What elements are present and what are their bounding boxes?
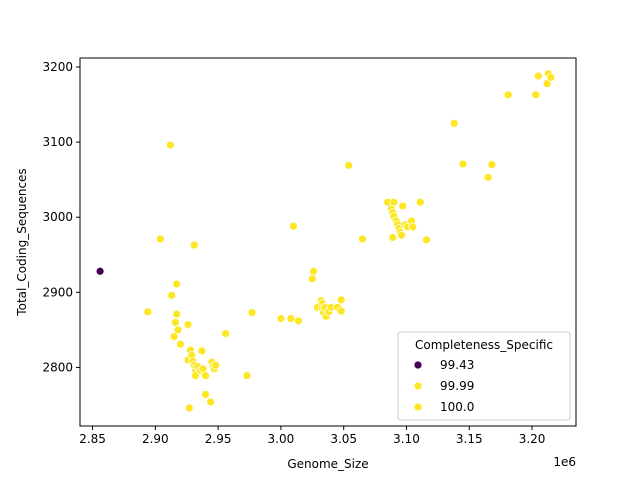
x-axis-label: Genome_Size [287, 457, 368, 471]
y-tick-label: 2900 [42, 285, 73, 299]
x-tick-label: 2.85 [79, 432, 106, 446]
legend-marker [413, 381, 423, 391]
data-point [388, 233, 398, 242]
data-point [189, 240, 199, 250]
data-point [487, 160, 497, 170]
data-point [286, 314, 296, 323]
x-axis-offset-label: 1e6 [553, 455, 576, 469]
y-tick-label: 3000 [42, 210, 73, 224]
data-point [307, 274, 317, 284]
data-points [95, 69, 556, 413]
legend-title: Completeness_Specific [415, 338, 553, 352]
y-tick-label: 2800 [42, 360, 73, 374]
x-tick-label: 3.10 [393, 432, 420, 446]
legend-marker [413, 360, 423, 370]
x-tick-label: 2.95 [205, 432, 232, 446]
data-point [143, 307, 153, 317]
data-point [309, 266, 318, 276]
legend-marker [413, 402, 423, 412]
data-point [422, 235, 431, 245]
data-point [546, 73, 556, 82]
legend-entries: 99.43 99.99 100.0 [413, 358, 474, 414]
plot-frame [79, 57, 577, 427]
data-point [242, 371, 252, 381]
data-point [184, 403, 194, 413]
data-point [458, 159, 468, 169]
data-point [173, 325, 183, 335]
data-point [166, 140, 175, 150]
data-point [294, 316, 303, 326]
data-point [183, 320, 193, 329]
y-axis-label: Total_Coding_Sequences [15, 168, 29, 316]
data-point [221, 329, 231, 338]
y-tick-label: 3100 [42, 135, 73, 149]
legend-label: 99.43 [440, 358, 474, 372]
data-point [358, 234, 367, 244]
data-point [397, 230, 406, 240]
data-point [167, 290, 177, 300]
x-tick-label: 3.05 [330, 432, 357, 446]
data-point [206, 397, 215, 407]
data-point [201, 390, 210, 399]
data-point [201, 371, 210, 381]
data-point [172, 279, 182, 289]
data-point [197, 346, 207, 356]
data-point [169, 332, 179, 342]
data-point [172, 309, 182, 319]
x-tick-label: 2.90 [142, 432, 169, 446]
data-point [336, 306, 346, 316]
data-point [336, 295, 346, 305]
y-tick-label: 3200 [42, 60, 73, 74]
data-point [155, 234, 165, 244]
data-point [289, 221, 298, 231]
data-point [398, 201, 408, 211]
data-point [191, 371, 200, 381]
data-point [449, 118, 459, 128]
data-point [171, 317, 180, 327]
x-tick-label: 3.00 [268, 432, 295, 446]
y-axis-ticks: 2800 2900 3000 3100 3200 [42, 60, 80, 374]
legend: Completeness_Specific 99.43 99.99 100.0 [397, 331, 571, 421]
data-point [389, 197, 399, 207]
data-point [531, 90, 541, 100]
data-point [503, 90, 513, 100]
x-axis-ticks: 2.85 2.90 2.95 3.00 3.05 3.10 3.15 3.20 [79, 426, 545, 446]
data-point [247, 308, 257, 317]
data-point [408, 222, 418, 232]
data-point [344, 161, 354, 170]
x-tick-label: 3.15 [456, 432, 483, 446]
data-point [176, 339, 185, 349]
legend-label: 99.99 [440, 379, 474, 393]
data-point [211, 360, 220, 370]
data-point [95, 266, 105, 276]
legend-box [397, 331, 571, 421]
data-point [276, 314, 286, 323]
x-tick-label: 3.20 [519, 432, 546, 446]
data-point [533, 71, 543, 81]
data-point [415, 197, 425, 207]
legend-label: 100.0 [440, 400, 474, 414]
data-point [483, 173, 493, 182]
